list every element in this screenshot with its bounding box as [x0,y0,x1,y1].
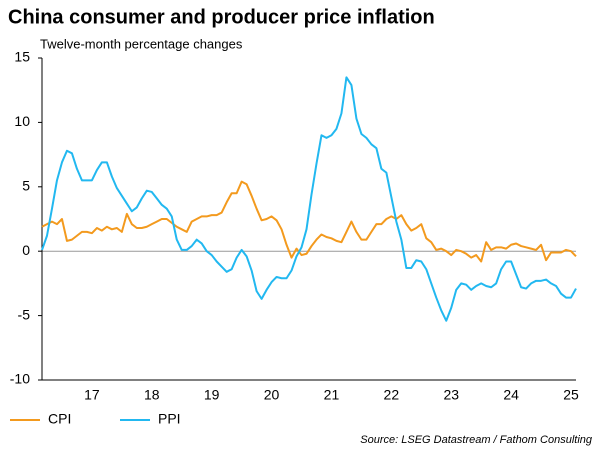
x-tick-label: 21 [324,387,340,403]
y-tick-label: 0 [22,242,30,258]
x-tick-label: 22 [384,387,400,403]
x-tick-label: 18 [144,387,160,403]
chart-title: China consumer and producer price inflat… [8,6,435,28]
x-tick-label: 20 [264,387,280,403]
source: Source: LSEG Datastream / Fathom Consult… [360,434,593,446]
x-tick-label: 25 [563,387,579,403]
y-tick-label: -10 [10,371,30,387]
line [41,76,577,322]
line [41,180,577,263]
x-tick-label: 19 [204,387,220,403]
x-tick-label: 24 [503,387,519,403]
legend-label: PPI [158,411,181,427]
y-tick-label: 10 [14,113,30,129]
legend-label: CPI [48,411,71,427]
y-tick-label: 5 [22,178,30,194]
x-tick-label: 17 [84,387,100,403]
y-tick-label: 15 [14,49,30,65]
x-tick-label: 23 [443,387,459,403]
y-tick-label: -5 [18,306,31,322]
chart-subtitle: Twelve-month percentage changes [40,36,243,51]
